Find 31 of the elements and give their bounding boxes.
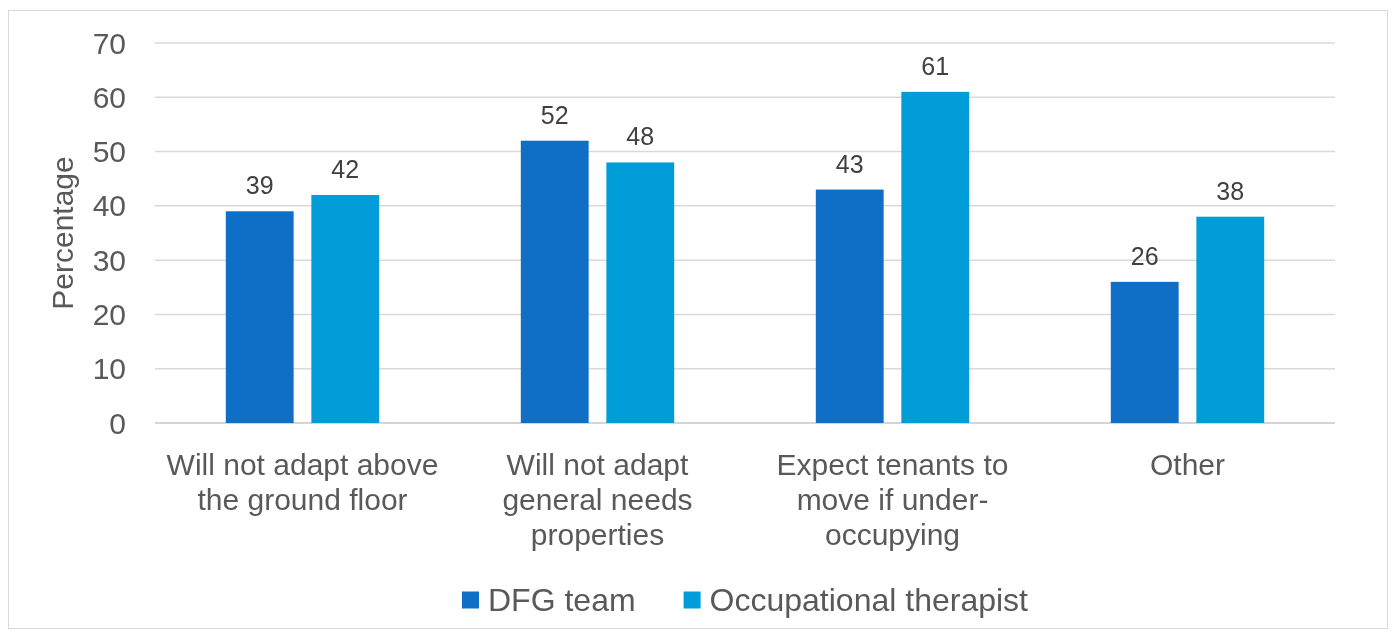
y-tick-label: 30 <box>92 243 126 277</box>
legend-label: DFG team <box>488 582 636 619</box>
x-tick-label: Will not adapt above the ground floor <box>166 448 439 516</box>
bar <box>901 91 970 423</box>
bar <box>520 140 589 423</box>
y-tick-label: 50 <box>92 135 126 169</box>
y-tick-label: 10 <box>92 352 126 386</box>
data-label: 39 <box>245 171 274 200</box>
data-label: 61 <box>921 51 950 80</box>
x-tick-label: Other <box>1149 448 1226 481</box>
data-label: 42 <box>331 155 360 183</box>
x-tick-label: Will not adapt general needs properties <box>502 448 693 551</box>
y-tick-label: 70 <box>92 26 126 60</box>
bar <box>311 195 380 423</box>
y-tick-label: 0 <box>109 406 126 440</box>
data-label: 26 <box>1130 241 1159 270</box>
bar <box>815 189 884 423</box>
data-label: 52 <box>540 100 569 129</box>
bar <box>606 162 675 423</box>
x-tick-label: Expect tenants to move if under-occupying <box>776 448 1009 551</box>
y-tick-label: 40 <box>92 189 126 223</box>
bar <box>225 211 294 423</box>
bar <box>1110 281 1179 423</box>
data-label: 38 <box>1216 176 1245 205</box>
y-axis-title: Percentage <box>45 156 79 310</box>
data-label: 43 <box>835 149 864 178</box>
data-label: 48 <box>626 122 655 151</box>
bar <box>1196 216 1265 423</box>
legend-label: Occupational therapist <box>709 582 1029 619</box>
y-tick-label: 20 <box>92 297 126 331</box>
y-tick-label: 60 <box>92 80 126 114</box>
